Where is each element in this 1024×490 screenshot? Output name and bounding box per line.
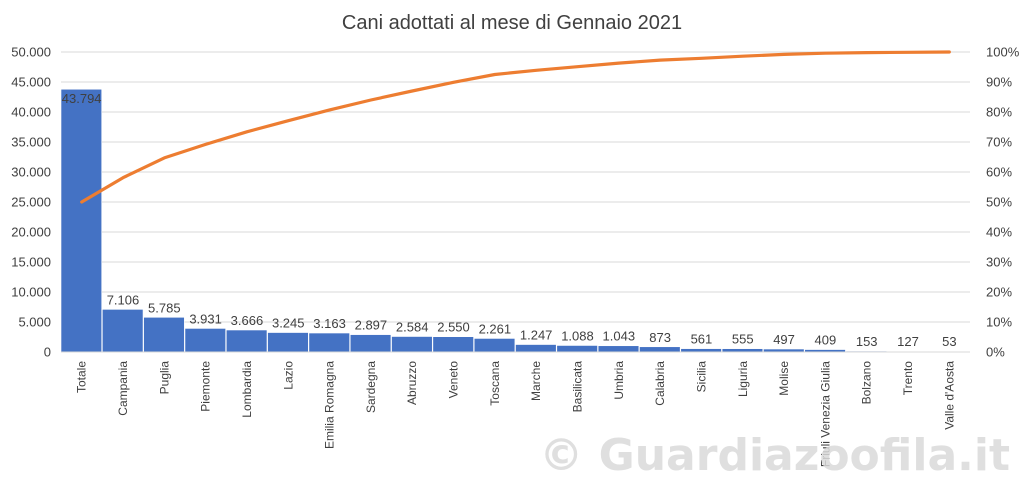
y-right-tick-label: 70%: [986, 135, 1012, 150]
x-tick-label: Lombardia: [240, 361, 254, 418]
y-left-tick-label: 10.000: [11, 285, 51, 300]
bar-series: [60, 88, 970, 353]
bar-value-label: 555: [732, 332, 754, 347]
y-left-tick-label: 20.000: [11, 225, 51, 240]
bar-value-label: 153: [856, 334, 878, 349]
bar: [267, 332, 309, 353]
bar: [515, 344, 557, 353]
y-right-tick-label: 50%: [986, 195, 1012, 210]
x-tick-label: Molise: [777, 361, 791, 396]
x-tick-label: Marche: [529, 361, 543, 401]
x-tick-label: Trento: [901, 361, 915, 396]
bar-value-label: 3.931: [189, 311, 222, 326]
bar-value-label: 561: [691, 332, 713, 347]
bar-value-label: 5.785: [148, 300, 181, 315]
bar: [102, 309, 144, 353]
bar: [391, 336, 433, 353]
y-left-tick-label: 45.000: [11, 75, 51, 90]
bar-value-label: 127: [897, 334, 919, 349]
bar-value-label: 2.584: [396, 319, 429, 334]
y-axis-right: 0% 10% 20% 30% 40% 50% 60% 70% 80% 90% 100%: [986, 45, 1020, 360]
x-tick-label: Friuli Venezia Giulia: [818, 361, 832, 467]
y-left-tick-label: 30.000: [11, 165, 51, 180]
x-tick-label: Campania: [116, 361, 130, 416]
cumulative-line-series: [80, 50, 951, 204]
bar: [184, 328, 226, 353]
y-right-tick-label: 100%: [986, 45, 1020, 60]
bar: [432, 336, 474, 353]
x-tick-label: Valle d'Aosta: [942, 361, 956, 430]
x-tick-label: Totale: [75, 361, 89, 393]
y-right-tick-label: 20%: [986, 285, 1012, 300]
bar: [349, 334, 392, 353]
y-left-tick-label: 15.000: [11, 255, 51, 270]
y-axis-left: 0 5.000 10.000 15.000 20.000 25.000 30.000 35.0…: [11, 45, 51, 360]
bar-value-label: 3.163: [313, 316, 346, 331]
y-right-tick-label: 60%: [986, 165, 1012, 180]
bar-value-label: 1.043: [603, 329, 636, 344]
y-left-tick-label: 35.000: [11, 135, 51, 150]
y-left-tick-label: 40.000: [11, 105, 51, 120]
bar: [597, 345, 640, 353]
x-tick-label: Liguria: [736, 361, 750, 397]
bar-value-label: 1.247: [520, 328, 553, 343]
bar: [680, 348, 722, 353]
y-right-tick-label: 0%: [986, 345, 1005, 360]
x-axis: Totale Campania Puglia Piemonte Lombardia Laz…: [61, 351, 970, 467]
bar: [639, 346, 681, 353]
x-tick-label: Toscana: [488, 361, 502, 406]
bar: [308, 332, 350, 353]
bar-value-label: 2.550: [437, 320, 470, 335]
watermark-text: © Guardiazoofila.it: [539, 430, 1010, 481]
x-tick-label: Sicilia: [694, 361, 708, 393]
x-tick-label: Umbria: [612, 361, 626, 400]
x-tick-label: Emilia Romagna: [323, 361, 337, 449]
y-right-tick-label: 10%: [986, 315, 1012, 330]
x-tick-label: Lazio: [281, 361, 295, 390]
bar: [60, 88, 103, 353]
bar: [473, 338, 516, 353]
bar-value-label: 53: [942, 334, 956, 349]
x-tick-label: Sardegna: [364, 361, 378, 413]
bar-value-label: 2.261: [479, 321, 512, 336]
bar-value-label: 7.106: [107, 292, 140, 307]
x-tick-label: Abruzzo: [405, 361, 419, 405]
y-right-tick-label: 90%: [986, 75, 1012, 90]
y-right-tick-label: 40%: [986, 225, 1012, 240]
bar-value-label: 873: [649, 330, 671, 345]
chart-title: Cani adottati al mese di Gennaio 2021: [342, 12, 682, 34]
bar: [143, 316, 185, 353]
bar: [556, 345, 598, 353]
grid-lines: [61, 51, 970, 353]
bar-value-label: 497: [773, 332, 795, 347]
x-tick-label: Puglia: [157, 361, 171, 395]
y-left-tick-label: 0: [44, 345, 51, 360]
bar-value-label: 3.666: [231, 313, 264, 328]
cumulative-line: [80, 50, 951, 204]
y-right-tick-label: 80%: [986, 105, 1012, 120]
bar-value-label: 43.794: [62, 91, 102, 106]
bar: [225, 329, 268, 353]
bar-value-label: 2.897: [355, 318, 388, 333]
data-labels: 43.794 7.106 5.785 3.931 3.666 3.245 3.163 2.89…: [62, 91, 957, 349]
bar-value-label: 1.088: [561, 328, 594, 343]
x-tick-label: Piemonte: [199, 361, 213, 412]
x-tick-label: Calabria: [653, 361, 667, 406]
x-tick-label: Bolzano: [860, 361, 874, 405]
x-tick-label: Basilicata: [570, 361, 584, 413]
bar-value-label: 3.245: [272, 316, 305, 331]
y-right-tick-label: 30%: [986, 255, 1012, 270]
x-tick-label: Veneto: [447, 361, 461, 399]
bar-value-label: 409: [815, 333, 837, 348]
y-left-tick-label: 5.000: [18, 315, 51, 330]
y-left-tick-label: 50.000: [11, 45, 51, 60]
y-left-tick-label: 25.000: [11, 195, 51, 210]
